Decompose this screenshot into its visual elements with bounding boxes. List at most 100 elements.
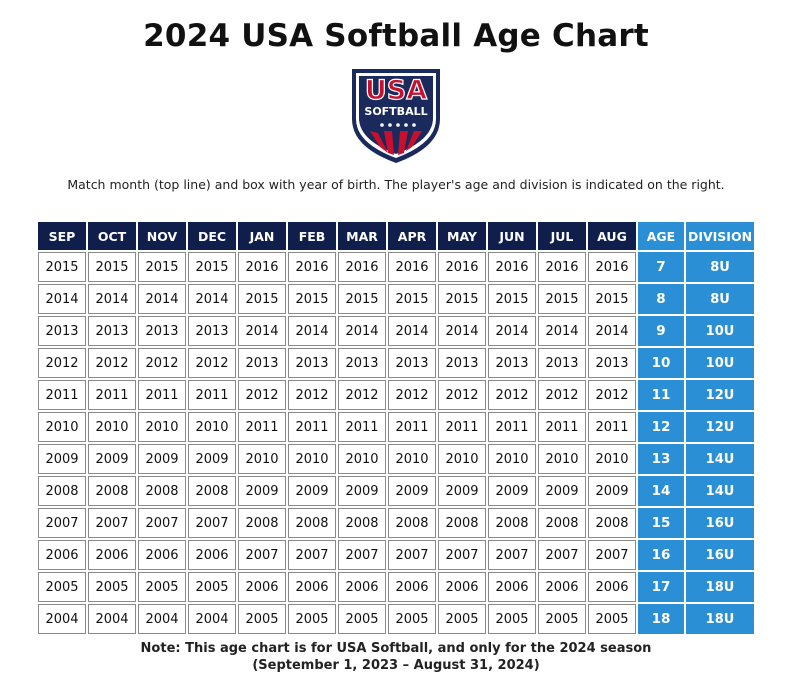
birth-year-cell: 2013: [438, 348, 486, 378]
birth-year-cell: 2012: [488, 380, 536, 410]
birth-year-cell: 2016: [438, 252, 486, 282]
table-row: 2011 2011 2011 2011 2012 2012 2012 2012 2012 2012…: [38, 380, 754, 410]
birth-year-cell: 2009: [88, 444, 136, 474]
birth-year-cell: 2005: [188, 572, 236, 602]
month-header: DEC: [188, 222, 236, 250]
age-cell: 15: [638, 508, 684, 538]
table-row: 2012 2012 2012 2012 2013 2013 2013 2013 2013 2013…: [38, 348, 754, 378]
month-header: JAN: [238, 222, 286, 250]
table-row: 2014 2014 2014 2014 2015 2015 2015 2015 2015 2015…: [38, 284, 754, 314]
birth-year-cell: 2006: [488, 572, 536, 602]
birth-year-cell: 2015: [338, 284, 386, 314]
division-cell: 8U: [686, 252, 754, 282]
birth-year-cell: 2007: [188, 508, 236, 538]
birth-year-cell: 2013: [588, 348, 636, 378]
birth-year-cell: 2009: [38, 444, 86, 474]
table-row: 2006 2006 2006 2006 2007 2007 2007 2007 2007 2007…: [38, 540, 754, 570]
birth-year-cell: 2011: [438, 412, 486, 442]
birth-year-cell: 2010: [288, 444, 336, 474]
birth-year-cell: 2010: [588, 444, 636, 474]
birth-year-cell: 2004: [88, 604, 136, 634]
birth-year-cell: 2014: [588, 316, 636, 346]
division-cell: 16U: [686, 540, 754, 570]
table-row: 2007 2007 2007 2007 2008 2008 2008 2008 2008 2008…: [38, 508, 754, 538]
birth-year-cell: 2008: [38, 476, 86, 506]
birth-year-cell: 2013: [138, 316, 186, 346]
birth-year-cell: 2004: [188, 604, 236, 634]
division-cell: 12U: [686, 380, 754, 410]
birth-year-cell: 2012: [388, 380, 436, 410]
birth-year-cell: 2009: [338, 476, 386, 506]
birth-year-cell: 2008: [538, 508, 586, 538]
birth-year-cell: 2006: [588, 572, 636, 602]
age-cell: 13: [638, 444, 684, 474]
birth-year-cell: 2008: [488, 508, 536, 538]
birth-year-cell: 2008: [438, 508, 486, 538]
birth-year-cell: 2007: [338, 540, 386, 570]
birth-year-cell: 2011: [488, 412, 536, 442]
age-cell: 8: [638, 284, 684, 314]
division-cell: 8U: [686, 284, 754, 314]
birth-year-cell: 2005: [588, 604, 636, 634]
birth-year-cell: 2012: [338, 380, 386, 410]
birth-year-cell: 2011: [38, 380, 86, 410]
birth-year-cell: 2008: [388, 508, 436, 538]
birth-year-cell: 2011: [588, 412, 636, 442]
age-cell: 10: [638, 348, 684, 378]
table-row: 2013 2013 2013 2013 2014 2014 2014 2014 2014 2014…: [38, 316, 754, 346]
age-header: AGE: [638, 222, 684, 250]
birth-year-cell: 2011: [238, 412, 286, 442]
birth-year-cell: 2007: [538, 540, 586, 570]
birth-year-cell: 2004: [38, 604, 86, 634]
birth-year-cell: 2007: [488, 540, 536, 570]
division-header: DIVISION: [686, 222, 754, 250]
birth-year-cell: 2009: [388, 476, 436, 506]
age-cell: 9: [638, 316, 684, 346]
birth-year-cell: 2009: [288, 476, 336, 506]
birth-year-cell: 2013: [188, 316, 236, 346]
table-row: 2009 2009 2009 2009 2010 2010 2010 2010 2010 2010…: [38, 444, 754, 474]
birth-year-cell: 2014: [538, 316, 586, 346]
logo-text-softball: SOFTBALL: [364, 105, 427, 118]
birth-year-cell: 2015: [188, 252, 236, 282]
instructions-text: Match month (top line) and box with year…: [67, 177, 725, 192]
birth-year-cell: 2012: [188, 348, 236, 378]
birth-year-cell: 2010: [238, 444, 286, 474]
birth-year-cell: 2005: [388, 604, 436, 634]
birth-year-cell: 2009: [538, 476, 586, 506]
birth-year-cell: 2009: [238, 476, 286, 506]
birth-year-cell: 2015: [238, 284, 286, 314]
logo-text-usa: USA: [365, 75, 427, 106]
birth-year-cell: 2013: [238, 348, 286, 378]
birth-year-cell: 2006: [338, 572, 386, 602]
month-header: AUG: [588, 222, 636, 250]
birth-year-cell: 2015: [138, 252, 186, 282]
birth-year-cell: 2015: [488, 284, 536, 314]
birth-year-cell: 2012: [538, 380, 586, 410]
birth-year-cell: 2016: [388, 252, 436, 282]
birth-year-cell: 2015: [438, 284, 486, 314]
usa-softball-logo: USA SOFTBALL: [352, 69, 440, 163]
birth-year-cell: 2013: [538, 348, 586, 378]
birth-year-cell: 2006: [188, 540, 236, 570]
birth-year-cell: 2007: [38, 508, 86, 538]
birth-year-cell: 2007: [588, 540, 636, 570]
birth-year-cell: 2010: [88, 412, 136, 442]
month-header: JUL: [538, 222, 586, 250]
birth-year-cell: 2013: [88, 316, 136, 346]
month-header: SEP: [38, 222, 86, 250]
age-cell: 16: [638, 540, 684, 570]
season-note-line2: (September 1, 2023 – August 31, 2024): [252, 658, 540, 673]
birth-year-cell: 2005: [488, 604, 536, 634]
birth-year-cell: 2010: [388, 444, 436, 474]
season-note: Note: This age chart is for USA Softball…: [0, 640, 792, 674]
age-cell: 14: [638, 476, 684, 506]
birth-year-cell: 2013: [388, 348, 436, 378]
logo-stripes: [370, 131, 422, 155]
month-header: MAR: [338, 222, 386, 250]
birth-year-cell: 2012: [138, 348, 186, 378]
table-row: 2005 2005 2005 2005 2006 2006 2006 2006 2006 2006…: [38, 572, 754, 602]
birth-year-cell: 2008: [88, 476, 136, 506]
birth-year-cell: 2013: [38, 316, 86, 346]
birth-year-cell: 2008: [588, 508, 636, 538]
